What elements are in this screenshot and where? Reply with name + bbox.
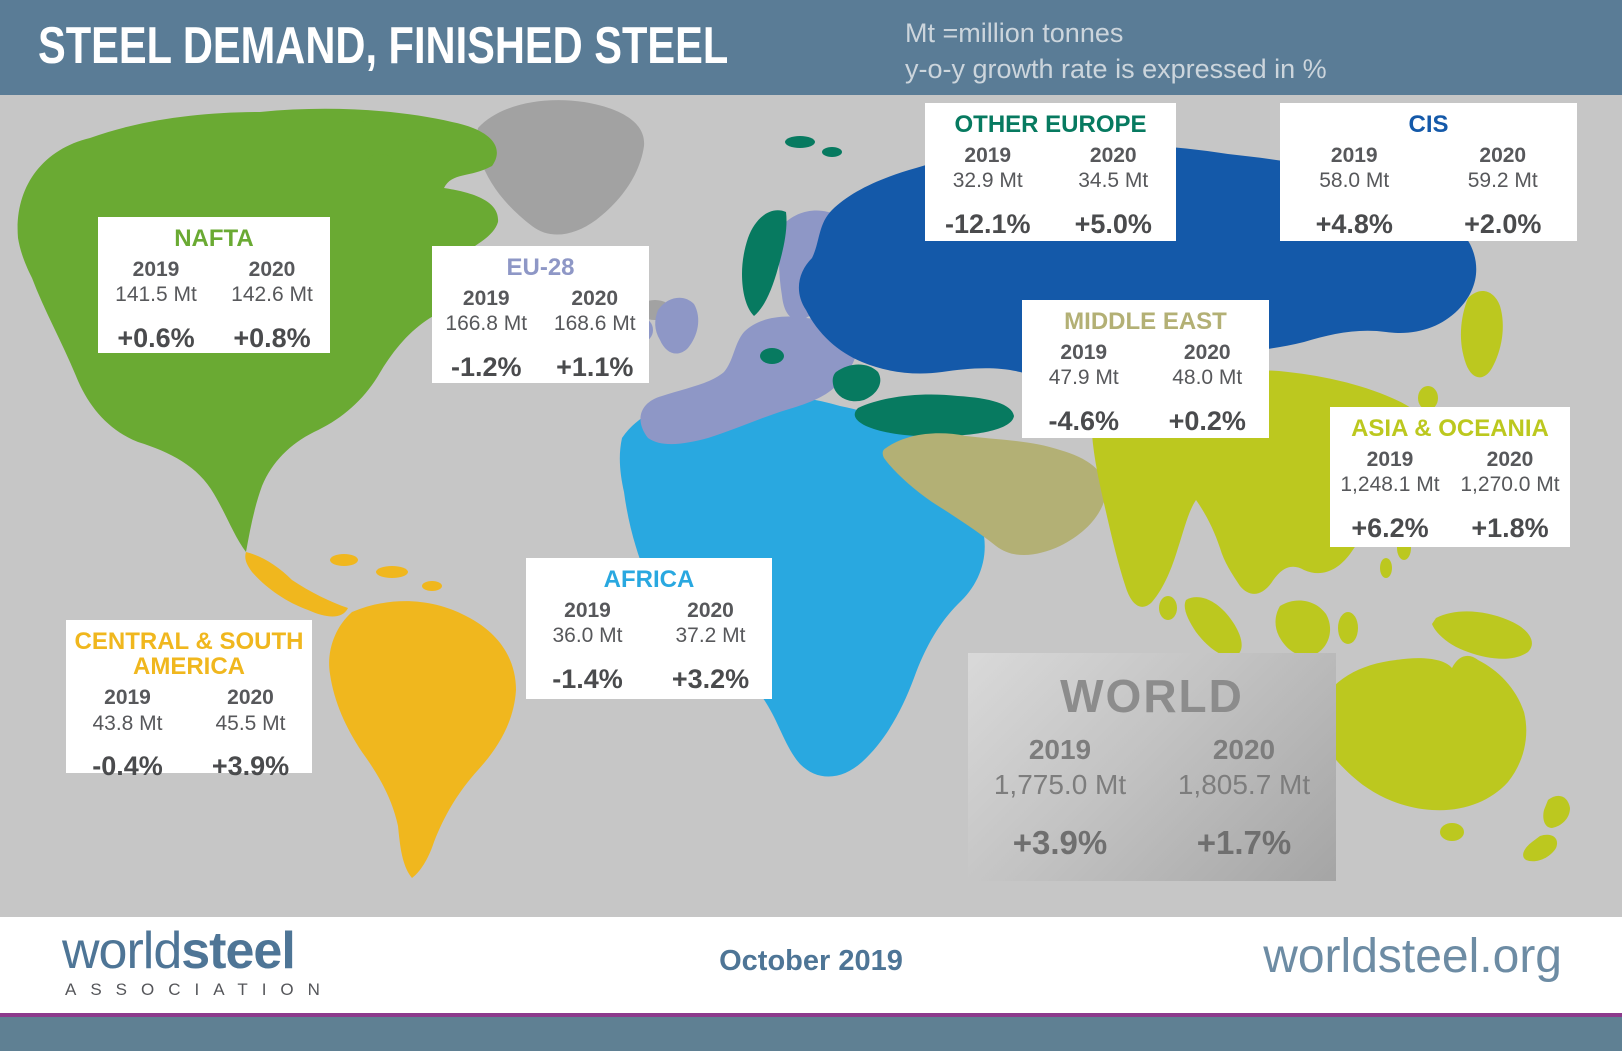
year-label: 2020 bbox=[1183, 341, 1231, 365]
region-title: CIS bbox=[1408, 111, 1449, 138]
header-band: STEEL DEMAND, FINISHED STEEL Mt =million… bbox=[0, 0, 1622, 95]
growth-2019: +4.8% bbox=[1315, 208, 1393, 239]
region-data-grid: 2019 2020 36.0 Mt 37.2 Mt -1.4% +3.2% bbox=[526, 599, 772, 694]
demand-value-2019: 47.9 Mt bbox=[1048, 366, 1119, 390]
region-data-grid: 2019 2020 43.8 Mt 45.5 Mt -0.4% +3.9% bbox=[66, 686, 312, 781]
growth-2020: +1.8% bbox=[1471, 512, 1549, 543]
worldsteel-logo-wordmark: worldsteel bbox=[62, 925, 334, 977]
year-label: 2020 bbox=[687, 599, 734, 623]
demand-value-2020: 59.2 Mt bbox=[1467, 169, 1538, 193]
year-label: 2019 bbox=[1366, 448, 1414, 472]
region-box-middle-east: MIDDLE EAST 2019 2020 47.9 Mt 48.0 Mt -4… bbox=[1022, 300, 1269, 438]
demand-value-2020: 168.6 Mt bbox=[553, 312, 636, 336]
demand-value-2020: 48.0 Mt bbox=[1172, 366, 1243, 390]
growth-2019: -4.6% bbox=[1048, 405, 1120, 436]
world-growth-2020: +1.7% bbox=[1196, 823, 1292, 861]
purple-divider bbox=[0, 1013, 1622, 1017]
header-note-line2: y-o-y growth rate is expressed in % bbox=[905, 53, 1327, 84]
growth-2020: +3.9% bbox=[211, 750, 290, 781]
year-label: 2019 bbox=[132, 258, 180, 282]
region-title: AFRICA bbox=[603, 566, 695, 593]
year-label: 2019 bbox=[462, 287, 510, 311]
region-title: CENTRAL & SOUTH AMERICA bbox=[74, 628, 304, 681]
region-title: ASIA & OCEANIA bbox=[1351, 415, 1549, 442]
demand-value-2019: 36.0 Mt bbox=[552, 624, 623, 648]
year-label: 2019 bbox=[1060, 341, 1108, 365]
demand-value-2020: 37.2 Mt bbox=[675, 624, 746, 648]
region-box-central-south-america: CENTRAL & SOUTH AMERICA 2019 2020 43.8 M… bbox=[66, 620, 312, 781]
region-box-eu-28: EU-28 2019 2020 166.8 Mt 168.6 Mt -1.2% … bbox=[432, 246, 649, 383]
growth-2019: +0.6% bbox=[117, 322, 195, 353]
region-box-asia-oceania: ASIA & OCEANIA 2019 2020 1,248.1 Mt 1,27… bbox=[1330, 407, 1570, 547]
publication-date: October 2019 bbox=[719, 945, 903, 977]
demand-value-2020: 142.6 Mt bbox=[231, 283, 313, 307]
region-title: EU-28 bbox=[506, 254, 575, 281]
region-title: OTHER EUROPE bbox=[954, 111, 1147, 138]
year-label: 2019 bbox=[104, 686, 151, 710]
growth-2020: +3.2% bbox=[671, 663, 750, 694]
region-box-other-europe: OTHER EUROPE 2019 2020 32.9 Mt 34.5 Mt -… bbox=[925, 103, 1176, 241]
year-label: 2020 bbox=[248, 258, 296, 282]
region-data-grid: 2019 2020 47.9 Mt 48.0 Mt -4.6% +0.2% bbox=[1022, 341, 1269, 436]
region-data-grid: 2019 2020 32.9 Mt 34.5 Mt -12.1% +5.0% bbox=[925, 144, 1176, 239]
worldsteel-logo-subtitle: ASSOCIATION bbox=[65, 980, 334, 999]
demand-value-2019: 141.5 Mt bbox=[115, 283, 197, 307]
map-region-other-europe bbox=[742, 136, 1014, 437]
website-url: worldsteel.org bbox=[1263, 930, 1562, 983]
world-demand-2019: 1,775.0 Mt bbox=[993, 768, 1127, 800]
logo-word-world: world bbox=[62, 922, 182, 980]
region-box-nafta: NAFTA 2019 2020 141.5 Mt 142.6 Mt +0.6% … bbox=[98, 217, 330, 353]
year-label: 2020 bbox=[227, 686, 274, 710]
year-label: 2020 bbox=[1089, 144, 1137, 168]
growth-2019: +6.2% bbox=[1351, 512, 1429, 543]
year-label: 2019 bbox=[964, 144, 1012, 168]
page-title: STEEL DEMAND, FINISHED STEEL bbox=[38, 17, 729, 75]
region-data-grid: 2019 2020 166.8 Mt 168.6 Mt -1.2% +1.1% bbox=[432, 287, 649, 382]
growth-2020: +5.0% bbox=[1074, 208, 1152, 239]
year-label: 2020 bbox=[1486, 448, 1534, 472]
bottom-band bbox=[0, 1017, 1622, 1051]
demand-value-2019: 166.8 Mt bbox=[445, 312, 528, 336]
year-label: 2019 bbox=[564, 599, 611, 623]
world-data-grid: 2019 2020 1,775.0 Mt 1,805.7 Mt +3.9% +1… bbox=[968, 733, 1336, 862]
logo-word-steel: steel bbox=[181, 922, 296, 980]
region-data-grid: 2019 2020 1,248.1 Mt 1,270.0 Mt +6.2% +1… bbox=[1330, 448, 1570, 543]
region-box-africa: AFRICA 2019 2020 36.0 Mt 37.2 Mt -1.4% +… bbox=[526, 558, 772, 699]
worldsteel-logo: worldsteel ASSOCIATION bbox=[62, 925, 334, 998]
region-title: MIDDLE EAST bbox=[1064, 308, 1227, 335]
year-label: 2019 bbox=[1028, 734, 1092, 765]
demand-value-2019: 32.9 Mt bbox=[952, 169, 1023, 193]
growth-2020: +1.1% bbox=[556, 351, 634, 382]
growth-2020: +0.8% bbox=[233, 322, 311, 353]
year-label: 2020 bbox=[1212, 734, 1276, 765]
growth-2019: -1.4% bbox=[552, 663, 623, 694]
growth-2019: -0.4% bbox=[92, 750, 163, 781]
header-note: Mt =million tonnes y-o-y growth rate is … bbox=[905, 16, 1327, 87]
growth-2020: +0.2% bbox=[1168, 405, 1246, 436]
region-box-cis: CIS 2019 2020 58.0 Mt 59.2 Mt +4.8% +2.0… bbox=[1280, 103, 1577, 241]
year-label: 2019 bbox=[1330, 144, 1378, 168]
region-title: NAFTA bbox=[174, 225, 254, 252]
growth-2019: -1.2% bbox=[450, 351, 522, 382]
world-demand-2020: 1,805.7 Mt bbox=[1177, 768, 1311, 800]
world-growth-2019: +3.9% bbox=[1012, 823, 1108, 861]
growth-2019: -12.1% bbox=[944, 208, 1031, 239]
demand-value-2019: 1,248.1 Mt bbox=[1340, 473, 1440, 497]
demand-value-2020: 34.5 Mt bbox=[1078, 169, 1149, 193]
region-data-grid: 2019 2020 58.0 Mt 59.2 Mt +4.8% +2.0% bbox=[1280, 144, 1577, 239]
year-label: 2020 bbox=[1479, 144, 1527, 168]
growth-2020: +2.0% bbox=[1464, 208, 1542, 239]
footer-band: worldsteel ASSOCIATION October 2019 worl… bbox=[0, 917, 1622, 1013]
year-label: 2020 bbox=[571, 287, 619, 311]
demand-value-2019: 43.8 Mt bbox=[92, 711, 163, 735]
region-data-grid: 2019 2020 141.5 Mt 142.6 Mt +0.6% +0.8% bbox=[98, 258, 330, 353]
map-region-central-south-america bbox=[245, 552, 516, 878]
header-note-line1: Mt =million tonnes bbox=[905, 18, 1124, 48]
world-totals-box: WORLD 2019 2020 1,775.0 Mt 1,805.7 Mt +3… bbox=[968, 653, 1336, 881]
world-title: WORLD bbox=[1060, 670, 1244, 722]
demand-value-2020: 45.5 Mt bbox=[215, 711, 286, 735]
demand-value-2020: 1,270.0 Mt bbox=[1460, 473, 1560, 497]
demand-value-2019: 58.0 Mt bbox=[1319, 169, 1390, 193]
map-region-middle-east bbox=[882, 433, 1107, 556]
